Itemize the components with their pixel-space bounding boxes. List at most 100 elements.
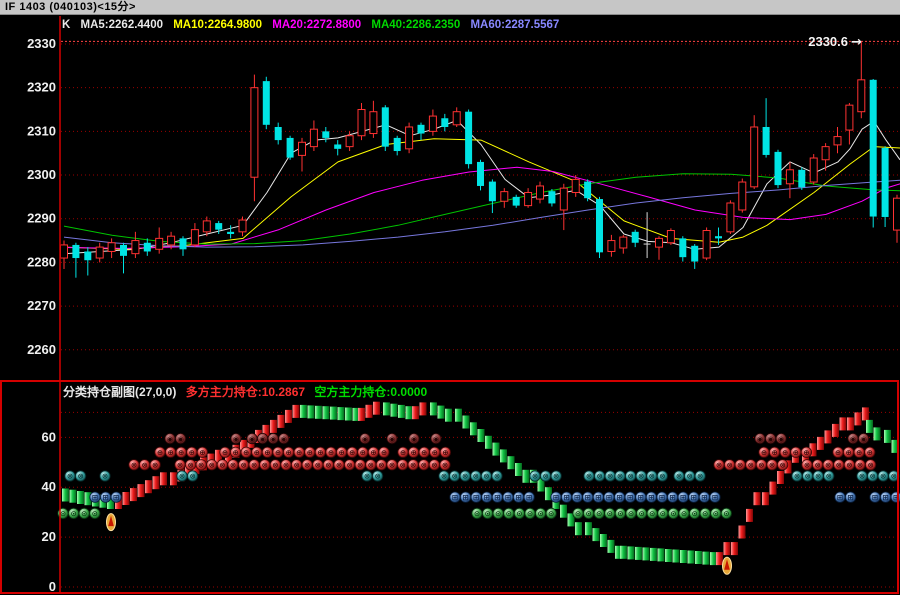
svg-text:⊞: ⊞: [882, 493, 888, 502]
svg-text:⊕: ⊕: [432, 448, 438, 457]
svg-text:⊞: ⊞: [638, 493, 644, 502]
svg-text:⊙: ⊙: [548, 509, 554, 518]
svg-text:⊗: ⊗: [141, 461, 147, 470]
svg-text:⊗: ⊗: [293, 461, 299, 470]
svg-text:⊞: ⊞: [92, 493, 98, 502]
sub-indicator-title: 分类持仓副图(27,0,0): [63, 385, 177, 399]
svg-text:◉: ◉: [281, 434, 288, 443]
svg-text:⊗: ⊗: [836, 461, 842, 470]
legend-ma40: MA40:2286.2350: [371, 19, 461, 31]
svg-text:⊕: ⊕: [157, 448, 163, 457]
svg-text:⊞: ⊞: [563, 493, 569, 502]
svg-text:⊗: ⊗: [357, 461, 363, 470]
svg-text:⊞: ⊞: [585, 493, 591, 502]
svg-text:2280: 2280: [27, 254, 56, 269]
svg-text:⊗: ⊗: [659, 472, 665, 481]
svg-text:⊗: ⊗: [804, 472, 810, 481]
svg-text:⊗: ⊗: [230, 461, 236, 470]
svg-text:⊕: ⊕: [370, 448, 376, 457]
svg-text:⊞: ⊞: [691, 493, 697, 502]
svg-text:⊞: ⊞: [505, 493, 511, 502]
svg-text:◉: ◉: [433, 434, 440, 443]
svg-text:⊕: ⊕: [264, 448, 270, 457]
svg-text:⊗: ⊗: [542, 472, 548, 481]
svg-text:⊙: ⊙: [596, 509, 602, 518]
svg-text:⊗: ⊗: [737, 461, 743, 470]
svg-text:⊙: ⊙: [723, 509, 729, 518]
svg-text:⊗: ⊗: [607, 472, 613, 481]
svg-text:⊞: ⊞: [574, 493, 580, 502]
svg-text:⊕: ⊕: [254, 448, 260, 457]
position-coin-icons: ◉ ◉ ◉ ◉ ◉ ◉ ◉ ◉ ◉ ◉ ◉ ◉ ◉ ◉ ◉ ◉⊕ ⊕ ⊕ ⊕ ⊕ ⊕ ⊕ ⊕ ⊕ ⊕ ⊕ ⊕ ⊕ ⊕ ⊕ ⊕ ⊕ ⊕ ⊕ ⊕ ⊕ ⊕ ⊕ ⊕…: [57, 432, 900, 520]
svg-text:⊕: ⊕: [867, 448, 873, 457]
svg-text:⊞: ⊞: [452, 493, 458, 502]
svg-text:20: 20: [42, 529, 56, 544]
svg-text:⊙: ⊙: [681, 509, 687, 518]
svg-text:⊗: ⊗: [315, 461, 321, 470]
svg-text:⊗: ⊗: [815, 472, 821, 481]
svg-text:⊗: ⊗: [336, 461, 342, 470]
svg-text:⊙: ⊙: [691, 509, 697, 518]
svg-text:⊙: ⊙: [527, 509, 533, 518]
svg-text:⊙: ⊙: [607, 509, 613, 518]
svg-text:⊙: ⊙: [484, 509, 490, 518]
svg-text:⊗: ⊗: [586, 472, 592, 481]
svg-text:⊗: ⊗: [378, 461, 384, 470]
svg-text:⊙: ⊙: [495, 509, 501, 518]
svg-text:⊞: ⊞: [606, 493, 612, 502]
svg-text:⊗: ⊗: [283, 461, 289, 470]
svg-text:⊞: ⊞: [616, 493, 622, 502]
svg-text:◉: ◉: [362, 434, 369, 443]
svg-text:◉: ◉: [757, 434, 764, 443]
svg-text:2270: 2270: [27, 298, 56, 313]
axis-labels: 2260 2270 2280 2290 2300 2310 2320 2330 60 40 20 0: [27, 36, 56, 594]
svg-text:⊗: ⊗: [617, 472, 623, 481]
svg-text:⊙: ⊙: [60, 509, 66, 518]
svg-text:⊞: ⊞: [712, 493, 718, 502]
svg-text:⊕: ⊕: [360, 448, 366, 457]
svg-text:⊙: ⊙: [649, 509, 655, 518]
svg-text:→: →: [851, 35, 862, 50]
svg-text:⊙: ⊙: [638, 509, 644, 518]
svg-text:⊕: ⊕: [349, 448, 355, 457]
svg-text:⊗: ⊗: [627, 472, 633, 481]
svg-text:⊕: ⊕: [178, 448, 184, 457]
svg-text:⊗: ⊗: [825, 461, 831, 470]
svg-text:⊞: ⊞: [473, 493, 479, 502]
svg-text:⊗: ⊗: [346, 461, 352, 470]
svg-text:⊕: ⊕: [285, 448, 291, 457]
svg-text:⊗: ⊗: [389, 461, 395, 470]
svg-text:⊗: ⊗: [814, 461, 820, 470]
svg-text:⊕: ⊕: [782, 448, 788, 457]
svg-text:⊗: ⊗: [410, 461, 416, 470]
svg-text:⊙: ⊙: [474, 509, 480, 518]
ma-legend: K MA5:2262.4400 MA10:2264.9800 MA20:2272…: [62, 19, 566, 31]
svg-text:⊗: ⊗: [374, 472, 380, 481]
signal-arrow-markers: [106, 513, 732, 575]
svg-text:⊗: ⊗: [177, 461, 183, 470]
svg-text:⊗: ⊗: [102, 472, 108, 481]
svg-text:⊞: ⊞: [113, 493, 119, 502]
svg-text:⊙: ⊙: [516, 509, 522, 518]
svg-text:⊞: ⊞: [847, 493, 853, 502]
svg-text:⊕: ⊕: [771, 448, 777, 457]
svg-text:⊗: ⊗: [869, 472, 875, 481]
svg-text:⊞: ⊞: [553, 493, 559, 502]
svg-text:⊕: ⊕: [243, 448, 249, 457]
svg-text:⊕: ⊕: [167, 448, 173, 457]
svg-text:⊗: ⊗: [198, 461, 204, 470]
svg-text:⊗: ⊗: [364, 472, 370, 481]
svg-text:⊙: ⊙: [670, 509, 676, 518]
svg-text:⊗: ⊗: [649, 472, 655, 481]
svg-text:⊗: ⊗: [726, 461, 732, 470]
svg-text:⊗: ⊗: [846, 461, 852, 470]
svg-text:⊞: ⊞: [872, 493, 878, 502]
svg-text:◉: ◉: [389, 434, 396, 443]
svg-text:⊕: ⊕: [761, 448, 767, 457]
svg-text:⊗: ⊗: [532, 472, 538, 481]
svg-text:⊗: ⊗: [638, 472, 644, 481]
svg-text:⊗: ⊗: [442, 461, 448, 470]
svg-text:⊕: ⊕: [222, 448, 228, 457]
